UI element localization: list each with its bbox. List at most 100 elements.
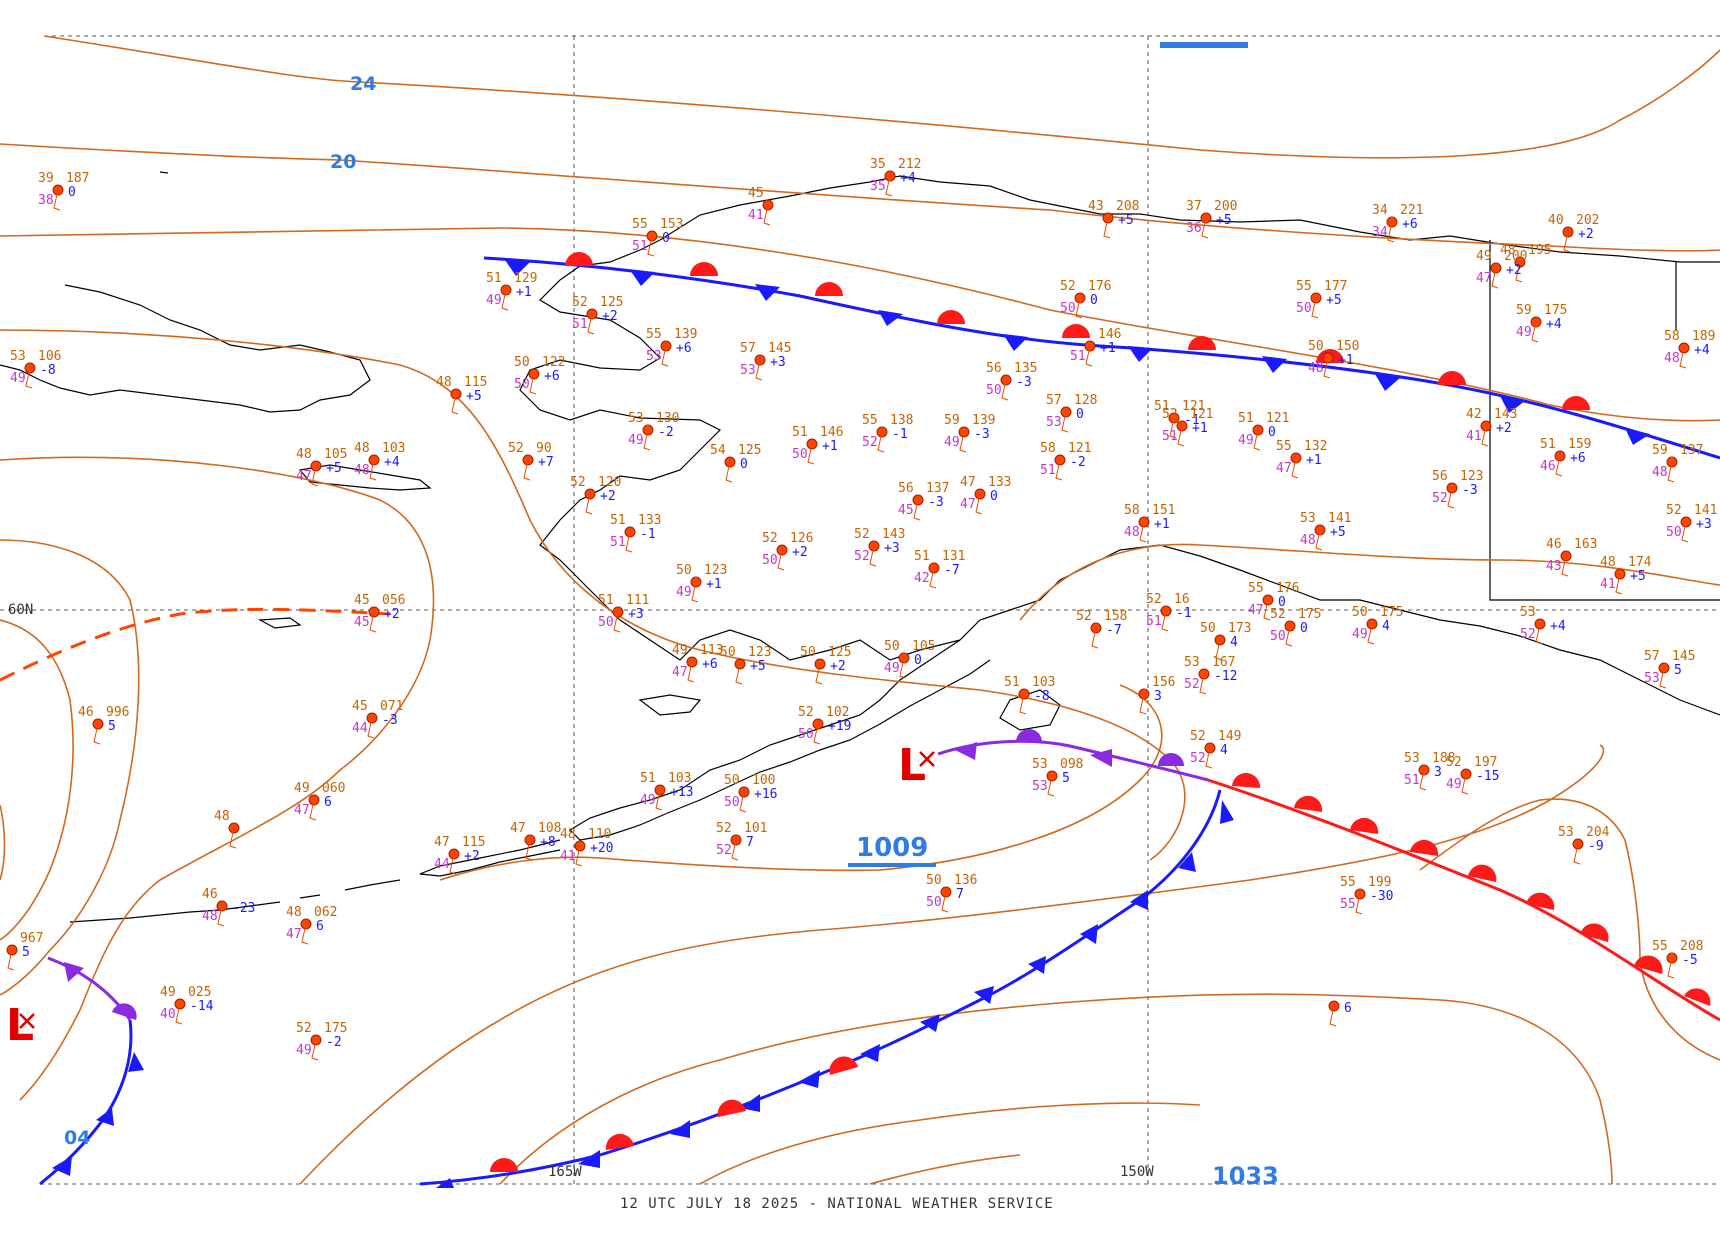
station-temperature: 55 bbox=[1652, 939, 1668, 954]
station-dewpoint: 52 bbox=[1190, 751, 1206, 766]
station-pressure-change: +5 bbox=[1330, 525, 1346, 540]
arctic-coast bbox=[659, 175, 1720, 263]
station-pressure-change: -2 bbox=[658, 425, 674, 440]
wind-barb-icon bbox=[585, 493, 593, 515]
station-pressure-change: +6 bbox=[1570, 451, 1586, 466]
station-pressure-change: +16 bbox=[754, 787, 777, 802]
wind-barb-icon bbox=[1311, 297, 1319, 319]
wind-barb-icon bbox=[1561, 555, 1569, 577]
wind-barb-icon bbox=[739, 791, 747, 813]
station-dewpoint: 41 bbox=[1466, 429, 1482, 444]
wind-barb-icon bbox=[1329, 1005, 1337, 1027]
station-temperature: 50 bbox=[720, 645, 736, 660]
station-dewpoint: 49 bbox=[884, 661, 900, 676]
station-pressure: 071 bbox=[380, 699, 403, 714]
station-plot: 50 123+5 bbox=[720, 645, 771, 685]
station-plot: 50 125+2 bbox=[800, 645, 851, 685]
station-pressure-change: -5 bbox=[1682, 953, 1698, 968]
station-plot: 52 175 50 0 bbox=[1270, 607, 1321, 647]
station-plot: 55 199 55 -30 bbox=[1340, 875, 1393, 915]
station-pressure-change: 0 bbox=[1268, 425, 1276, 440]
southern-cold-marks bbox=[436, 800, 1234, 1188]
station-plot: 58 121 51 -2 bbox=[1040, 441, 1091, 481]
station-plot: 49 113 47 +6 bbox=[672, 643, 723, 683]
station-pressure-change: +2 bbox=[792, 545, 808, 560]
station-pressure-change: 4 bbox=[1220, 743, 1228, 758]
wind-barb-icon bbox=[1447, 487, 1455, 509]
station-dewpoint: 52 bbox=[854, 549, 870, 564]
station-pressure-change: +2 bbox=[602, 309, 618, 324]
station-pressure-change: +1 bbox=[516, 285, 532, 300]
southern-warm-marks bbox=[490, 1056, 858, 1172]
isobar-1016 bbox=[0, 227, 1720, 422]
station-temperature: 49 bbox=[1476, 249, 1492, 264]
station-pressure-change: -23 bbox=[232, 901, 255, 916]
station-pressure: 106 bbox=[38, 349, 61, 364]
occluded-front-marks bbox=[955, 729, 1184, 767]
low-center-2-x-icon bbox=[19, 1013, 35, 1029]
station-pressure-change: +5 bbox=[750, 659, 766, 674]
station-pressure: 103 bbox=[382, 441, 405, 456]
wind-barb-icon bbox=[885, 175, 893, 197]
station-temperature: 50 bbox=[800, 645, 816, 660]
wind-barb-icon bbox=[763, 204, 771, 226]
isobar-big-loop bbox=[0, 456, 435, 1101]
station-pressure-change: +4 bbox=[900, 171, 916, 186]
station-pressure: 115 bbox=[464, 375, 487, 390]
station-pressure: 121 bbox=[1266, 411, 1289, 426]
station-plot: 48 174 41 +5 bbox=[1600, 555, 1652, 595]
lon-165w-label: 165W bbox=[548, 1164, 582, 1180]
station-dewpoint: 50 bbox=[1060, 301, 1076, 316]
station-pressure-change: 0 bbox=[1300, 621, 1308, 636]
wind-barb-icon bbox=[1253, 429, 1261, 451]
station-dewpoint: 47 bbox=[1276, 461, 1292, 476]
station-pressure-change: +3 bbox=[884, 541, 900, 556]
station-pressure: 126 bbox=[790, 531, 813, 546]
station-temperature: 53 bbox=[1404, 751, 1420, 766]
wind-barb-icon bbox=[877, 431, 885, 453]
station-pressure: 156 bbox=[1152, 675, 1175, 690]
station-temperature: 53 bbox=[628, 411, 644, 426]
station-pressure: 125 bbox=[828, 645, 851, 660]
station-temperature: 48 bbox=[560, 827, 576, 842]
station-pressure-change: 0 bbox=[1076, 407, 1084, 422]
station-pressure: 175 bbox=[324, 1021, 347, 1036]
wind-barb-icon bbox=[311, 465, 319, 487]
station-temperature: 50 bbox=[1308, 339, 1324, 354]
wind-barb-icon bbox=[369, 611, 377, 633]
station-pressure: 101 bbox=[744, 821, 767, 836]
west-cold-marks bbox=[52, 1052, 144, 1176]
station-plot: 50 123 49 +1 bbox=[676, 563, 727, 603]
station-temperature: 55 bbox=[1340, 875, 1356, 890]
station-pressure: 204 bbox=[1586, 825, 1610, 840]
isobar-bering-north bbox=[0, 329, 1186, 861]
station-pressure: 139 bbox=[674, 327, 697, 342]
station-pressure: 996 bbox=[106, 705, 129, 720]
station-pressure: 025 bbox=[188, 985, 211, 1000]
wind-barb-icon bbox=[1169, 417, 1177, 439]
station-dewpoint: 47 bbox=[294, 803, 310, 818]
station-pressure-change: +4 bbox=[384, 455, 400, 470]
wind-barb-icon bbox=[613, 611, 621, 633]
isobar-ne bbox=[1019, 543, 1720, 621]
station-pressure-change: +8 bbox=[540, 835, 556, 850]
station-temperature: 51 bbox=[610, 513, 626, 528]
wind-barb-icon bbox=[643, 429, 651, 451]
station-pressure-change: 6 bbox=[324, 795, 332, 810]
station-pressure-change: 3 bbox=[1154, 689, 1162, 704]
station-dewpoint: 51 bbox=[1162, 429, 1178, 444]
station-dewpoint: 51 bbox=[1146, 614, 1162, 629]
station-plot: 50 136 50 7 bbox=[926, 873, 977, 913]
station-pressure-change: +20 bbox=[590, 841, 613, 856]
station-plot: 55 177 50 +5 bbox=[1296, 279, 1347, 319]
station-plot: 52 120+2 bbox=[570, 475, 621, 515]
station-plot: 52 125 51 +2 bbox=[572, 295, 623, 335]
station-temperature: 50 bbox=[724, 773, 740, 788]
station-pressure: 105 bbox=[324, 447, 347, 462]
station-pressure-change: 5 bbox=[22, 945, 30, 960]
station-pressure-change: 0 bbox=[990, 489, 998, 504]
wind-barb-icon bbox=[1201, 217, 1209, 239]
